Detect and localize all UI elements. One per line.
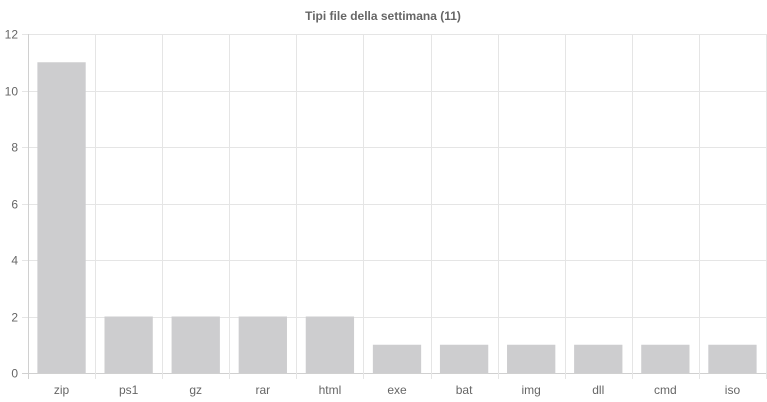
- bars: [37, 62, 757, 374]
- x-tick-label: dll: [592, 383, 604, 397]
- y-tick-label: 8: [11, 141, 18, 155]
- x-tick-label: ps1: [119, 383, 139, 397]
- bar-rar[interactable]: [238, 316, 287, 374]
- y-tick-label: 0: [11, 367, 18, 381]
- y-axis-ticks: 0 2 4 6 8 10 12: [5, 28, 19, 381]
- x-tick-label: img: [522, 383, 541, 397]
- y-tick-label: 12: [5, 28, 19, 42]
- x-tick-label: bat: [456, 383, 473, 397]
- chart-title: Tipi file della settimana (11): [305, 9, 461, 23]
- y-tick-label: 6: [11, 198, 18, 212]
- y-tick-label: 4: [11, 254, 18, 268]
- bar-zip[interactable]: [37, 62, 86, 373]
- x-tick-label: zip: [54, 383, 70, 397]
- bar-ps1[interactable]: [104, 316, 153, 374]
- bar-dll[interactable]: [574, 344, 623, 373]
- y-tick-label: 10: [5, 85, 19, 99]
- bar-html[interactable]: [305, 316, 355, 374]
- x-tick-label: cmd: [654, 383, 677, 397]
- bar-gz[interactable]: [171, 316, 220, 374]
- x-tick-label: gz: [189, 383, 202, 397]
- bar-iso[interactable]: [708, 344, 757, 373]
- y-tick-label: 2: [11, 311, 18, 325]
- x-tick-label: html: [319, 383, 342, 397]
- bar-exe[interactable]: [372, 344, 422, 373]
- bar-bat[interactable]: [439, 344, 489, 373]
- bar-img[interactable]: [507, 344, 556, 373]
- x-tick-label: exe: [387, 383, 407, 397]
- grid-lines: [22, 34, 767, 379]
- x-tick-label: rar: [255, 383, 270, 397]
- x-axis-ticks: zip ps1 gz rar html exe bat img dll cmd iso: [54, 383, 741, 397]
- bar-cmd[interactable]: [641, 344, 690, 373]
- x-tick-label: iso: [725, 383, 741, 397]
